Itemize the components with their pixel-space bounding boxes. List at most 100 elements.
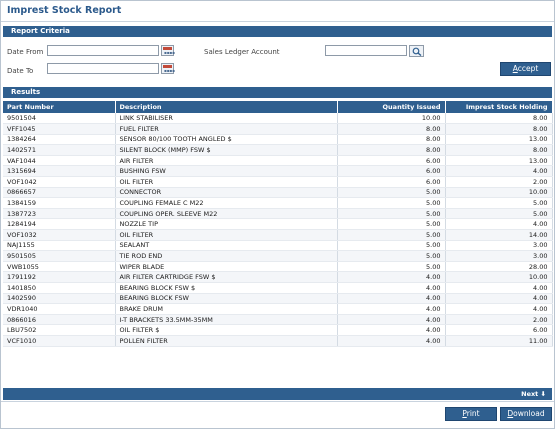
table-row[interactable]: 1401850 BEARING BLOCK FSW $4.00 4.00 bbox=[3, 282, 553, 294]
cell-quantity-issued: 8.00 bbox=[337, 123, 446, 135]
cell-imprest-stock-holding: 8.00 bbox=[445, 144, 553, 156]
sales-ledger-account-label: Sales Ledger Account bbox=[204, 48, 280, 56]
cell-quantity-issued: 5.00 bbox=[337, 208, 446, 220]
cell-imprest-stock-holding: 8.00 bbox=[445, 113, 553, 125]
sales-ledger-account-input[interactable] bbox=[325, 45, 407, 56]
download-button[interactable]: Download bbox=[500, 407, 552, 421]
cell-quantity-issued: 8.00 bbox=[337, 134, 446, 146]
next-page-link[interactable]: Next ⬇ bbox=[521, 390, 546, 398]
cell-description: COUPLING OPER. SLEEVE M22 bbox=[115, 208, 338, 220]
cell-part-number: VOF1042 bbox=[3, 176, 116, 188]
cell-part-number: VFF1045 bbox=[3, 123, 116, 135]
cell-quantity-issued: 5.00 bbox=[337, 261, 446, 273]
cell-description: BUSHING FSW bbox=[115, 165, 338, 178]
cell-part-number: 1384159 bbox=[3, 197, 116, 209]
column-header-description[interactable]: Description bbox=[115, 101, 338, 113]
cell-imprest-stock-holding: 3.00 bbox=[445, 250, 553, 262]
date-from-label: Date From bbox=[7, 48, 44, 56]
table-row[interactable]: 1402590 BEARING BLOCK FSW 4.00 4.00 bbox=[3, 293, 553, 305]
cell-description: BEARING BLOCK FSW $ bbox=[115, 282, 338, 294]
table-row[interactable]: 9501505 TIE ROD END 5.00 3.00 bbox=[3, 250, 553, 262]
cell-imprest-stock-holding: 11.00 bbox=[445, 335, 553, 347]
cell-quantity-issued: 5.00 bbox=[337, 218, 446, 231]
table-row[interactable]: VWB1055 WIPER BLADE 5.00 28.00 bbox=[3, 261, 553, 273]
table-row[interactable]: VDR1040 BRAKE DRUM 4.00 4.00 bbox=[3, 303, 553, 315]
table-row[interactable]: VOF1032 OIL FILTER 5.00 14.00 bbox=[3, 229, 553, 241]
cell-description: POLLEN FILTER bbox=[115, 335, 338, 347]
cell-imprest-stock-holding: 4.00 bbox=[445, 282, 553, 294]
table-row[interactable]: VOF1042 OIL FILTER 6.00 2.00 bbox=[3, 176, 553, 188]
cell-imprest-stock-holding: 10.00 bbox=[445, 187, 553, 199]
report-criteria-header: Report Criteria bbox=[3, 26, 552, 37]
table-row[interactable]: 1284194 NOZZLE TIP 5.00 4.00 bbox=[3, 218, 553, 231]
table-row[interactable]: VFF1045 FUEL FILTER 8.00 8.00 bbox=[3, 123, 553, 135]
print-button[interactable]: Print bbox=[445, 407, 497, 421]
accept-button[interactable]: Accept bbox=[500, 62, 551, 76]
column-header-imprest-stock-holding[interactable]: Imprest Stock Holding bbox=[445, 101, 553, 113]
date-from-calendar-icon[interactable]: ▪▪▪▪ bbox=[161, 45, 175, 56]
cell-description: OIL FILTER bbox=[115, 176, 338, 188]
column-header-quantity-issued[interactable]: Quantity Issued bbox=[337, 101, 446, 113]
table-row[interactable]: VCF1010 POLLEN FILTER 4.00 11.00 bbox=[3, 335, 553, 347]
cell-quantity-issued: 4.00 bbox=[337, 335, 446, 347]
cell-part-number: 1315694 bbox=[3, 165, 116, 178]
date-to-calendar-icon[interactable]: ▪▪▪▪ bbox=[161, 63, 175, 74]
date-to-label: Date To bbox=[7, 67, 34, 75]
page-title: Imprest Stock Report bbox=[7, 5, 122, 16]
cell-description: SENSOR 80/100 TOOTH ANGLED $ bbox=[115, 134, 338, 146]
cell-part-number: 1384264 bbox=[3, 134, 116, 146]
cell-part-number: 9501505 bbox=[3, 250, 116, 262]
table-row[interactable]: 1315694 BUSHING FSW 6.00 4.00 bbox=[3, 165, 553, 178]
table-row[interactable]: 1384159 COUPLING FEMALE C M22 5.00 5.00 bbox=[3, 197, 553, 209]
cell-imprest-stock-holding: 6.00 bbox=[445, 324, 553, 336]
cell-description: OIL FILTER $ bbox=[115, 324, 338, 336]
column-header-part-number[interactable]: Part Number bbox=[3, 101, 116, 113]
cell-part-number: VDR1040 bbox=[3, 303, 116, 315]
cell-quantity-issued: 5.00 bbox=[337, 197, 446, 209]
results-table: Part Number Description Quantity Issued … bbox=[3, 101, 553, 347]
cell-imprest-stock-holding: 13.00 bbox=[445, 155, 553, 167]
cell-imprest-stock-holding: 2.00 bbox=[445, 176, 553, 188]
date-to-input[interactable] bbox=[47, 63, 159, 74]
cell-description: AIR FILTER bbox=[115, 155, 338, 167]
date-from-input[interactable] bbox=[47, 45, 159, 56]
cell-description: AIR FILTER CARTRIDGE FSW $ bbox=[115, 271, 338, 283]
table-row[interactable]: NAJ1155 SEALANT 5.00 3.00 bbox=[3, 240, 553, 252]
cell-description: I-T BRACKETS 33.5MM-35MM bbox=[115, 314, 338, 326]
cell-imprest-stock-holding: 4.00 bbox=[445, 165, 553, 178]
cell-imprest-stock-holding: 4.00 bbox=[445, 293, 553, 305]
footer-divider bbox=[1, 401, 554, 402]
cell-part-number: VOF1032 bbox=[3, 229, 116, 241]
cell-part-number: 1284194 bbox=[3, 218, 116, 231]
table-row[interactable]: 0866016 I-T BRACKETS 33.5MM-35MM 4.00 2.00 bbox=[3, 314, 553, 326]
cell-quantity-issued: 6.00 bbox=[337, 165, 446, 178]
results-header-row: Part Number Description Quantity Issued … bbox=[3, 101, 553, 113]
cell-description: SILENT BLOCK (MMP) FSW $ bbox=[115, 144, 338, 156]
table-row[interactable]: 9501504 LINK STABILISER 10.00 8.00 bbox=[3, 113, 553, 125]
cell-part-number: 1402590 bbox=[3, 293, 116, 305]
table-row[interactable]: 1791192 AIR FILTER CARTRIDGE FSW $4.00 10.… bbox=[3, 271, 553, 283]
cell-part-number: VCF1010 bbox=[3, 335, 116, 347]
table-row[interactable]: 1387723 COUPLING OPER. SLEEVE M22 5.00 5.00 bbox=[3, 208, 553, 220]
cell-quantity-issued: 5.00 bbox=[337, 240, 446, 252]
cell-imprest-stock-holding: 5.00 bbox=[445, 208, 553, 220]
cell-imprest-stock-holding: 4.00 bbox=[445, 303, 553, 315]
cell-quantity-issued: 4.00 bbox=[337, 303, 446, 315]
table-row[interactable]: 1384264 SENSOR 80/100 TOOTH ANGLED $8.00 1… bbox=[3, 134, 553, 146]
table-row[interactable]: 1402571 SILENT BLOCK (MMP) FSW $8.00 8.00 bbox=[3, 144, 553, 156]
cell-part-number: LBU7502 bbox=[3, 324, 116, 336]
cell-part-number: 9501504 bbox=[3, 113, 116, 125]
cell-part-number: VWB1055 bbox=[3, 261, 116, 273]
cell-part-number: 1402571 bbox=[3, 144, 116, 156]
cell-imprest-stock-holding: 4.00 bbox=[445, 218, 553, 231]
cell-quantity-issued: 4.00 bbox=[337, 324, 446, 336]
cell-description: BEARING BLOCK FSW bbox=[115, 293, 338, 305]
account-search-icon[interactable] bbox=[409, 45, 424, 57]
table-row[interactable]: VAF1044 AIR FILTER 6.00 13.00 bbox=[3, 155, 553, 167]
results-header: Results bbox=[3, 87, 552, 98]
table-row[interactable]: 0866657 CONNECTOR 5.00 10.00 bbox=[3, 187, 553, 199]
cell-description: FUEL FILTER bbox=[115, 123, 338, 135]
title-divider bbox=[1, 21, 554, 22]
table-row[interactable]: LBU7502 OIL FILTER $4.00 6.00 bbox=[3, 324, 553, 336]
